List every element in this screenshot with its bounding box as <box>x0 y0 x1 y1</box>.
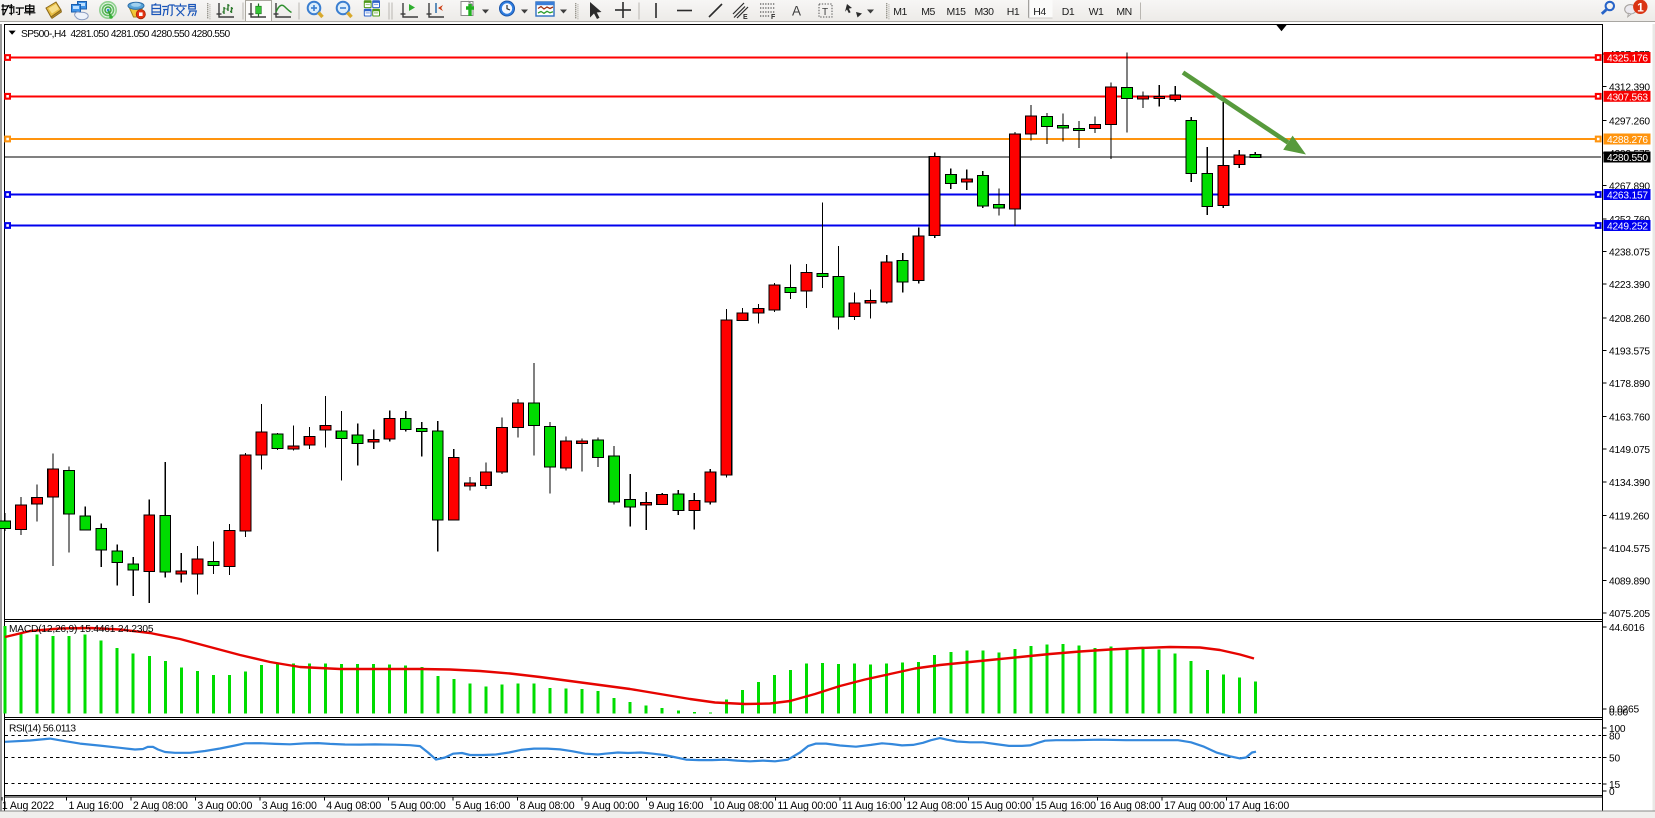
svg-text:0: 0 <box>1609 787 1615 798</box>
svg-text:3 Aug 00:00: 3 Aug 00:00 <box>197 800 252 812</box>
svg-text:1 Aug 16:00: 1 Aug 16:00 <box>69 800 124 812</box>
svg-text:MACD(12,26,9) 15.4461 24.2305: MACD(12,26,9) 15.4461 24.2305 <box>9 624 154 635</box>
svg-text:4238.075: 4238.075 <box>1609 248 1650 259</box>
svg-text:5 Aug 16:00: 5 Aug 16:00 <box>455 800 510 812</box>
svg-text:4307.563: 4307.563 <box>1607 93 1648 104</box>
svg-text:4288.276: 4288.276 <box>1607 135 1648 146</box>
svg-text:RSI(14) 56.0113: RSI(14) 56.0113 <box>9 724 76 735</box>
svg-text:4075.205: 4075.205 <box>1609 609 1650 620</box>
svg-text:15: 15 <box>1609 780 1620 791</box>
svg-text:4312.390: 4312.390 <box>1609 83 1650 94</box>
svg-text:W1: W1 <box>1089 6 1104 18</box>
svg-text:12 Aug 08:00: 12 Aug 08:00 <box>906 800 967 812</box>
svg-text:2 Aug 08:00: 2 Aug 08:00 <box>133 800 188 812</box>
svg-text:MN: MN <box>1116 6 1131 18</box>
svg-text:4208.260: 4208.260 <box>1609 314 1650 325</box>
svg-text:H1: H1 <box>1007 6 1020 18</box>
svg-text:4178.890: 4178.890 <box>1609 379 1650 390</box>
svg-text:10 Aug 08:00: 10 Aug 08:00 <box>713 800 774 812</box>
svg-text:0.00: 0.00 <box>1609 708 1629 719</box>
svg-text:50: 50 <box>1609 754 1620 765</box>
svg-text:M5: M5 <box>921 6 935 18</box>
svg-text:4163.760: 4163.760 <box>1609 413 1650 424</box>
svg-text:4104.575: 4104.575 <box>1609 544 1650 555</box>
svg-text:4297.260: 4297.260 <box>1609 116 1650 127</box>
svg-text:T: T <box>822 7 828 18</box>
svg-text:17 Aug 16:00: 17 Aug 16:00 <box>1229 800 1290 812</box>
svg-text:4 Aug 08:00: 4 Aug 08:00 <box>326 800 381 812</box>
svg-text:1 Aug 2022: 1 Aug 2022 <box>2 800 54 812</box>
svg-text:4134.390: 4134.390 <box>1609 478 1650 489</box>
svg-text:4089.890: 4089.890 <box>1609 577 1650 588</box>
svg-text:100: 100 <box>1609 724 1626 735</box>
svg-text:H4: H4 <box>1033 6 1046 18</box>
svg-text:M30: M30 <box>975 6 995 18</box>
svg-text:80: 80 <box>1609 732 1620 743</box>
svg-text:SP500-,H4 4281.050 4281.050 4: SP500-,H4 4281.050 4281.050 4280.550 428… <box>21 29 231 40</box>
svg-text:17 Aug 00:00: 17 Aug 00:00 <box>1164 800 1225 812</box>
svg-text:4223.390: 4223.390 <box>1609 280 1650 291</box>
svg-text:0.0265: 0.0265 <box>1609 705 1639 716</box>
svg-text:9 Aug 00:00: 9 Aug 00:00 <box>584 800 639 812</box>
svg-text:D1: D1 <box>1062 6 1075 18</box>
svg-text:4149.075: 4149.075 <box>1609 445 1650 456</box>
svg-text:A: A <box>792 4 801 19</box>
svg-text:9 Aug 16:00: 9 Aug 16:00 <box>649 800 704 812</box>
svg-text:44.6016: 44.6016 <box>1609 623 1645 634</box>
svg-text:4263.157: 4263.157 <box>1607 191 1648 202</box>
svg-text:5 Aug 00:00: 5 Aug 00:00 <box>391 800 446 812</box>
svg-text:15 Aug 16:00: 15 Aug 16:00 <box>1035 800 1096 812</box>
svg-text:M1: M1 <box>893 6 907 18</box>
svg-text:1: 1 <box>1637 0 1644 14</box>
svg-text:4119.260: 4119.260 <box>1609 511 1650 522</box>
svg-text:11 Aug 16:00: 11 Aug 16:00 <box>842 800 902 812</box>
svg-text:16 Aug 08:00: 16 Aug 08:00 <box>1100 800 1161 812</box>
svg-text:M15: M15 <box>947 6 967 18</box>
svg-text:11 Aug 00:00: 11 Aug 00:00 <box>777 800 837 812</box>
svg-text:8 Aug 08:00: 8 Aug 08:00 <box>520 800 575 812</box>
svg-text:15 Aug 00:00: 15 Aug 00:00 <box>971 800 1032 812</box>
svg-text:4280.550: 4280.550 <box>1607 153 1648 164</box>
svg-text:F: F <box>771 14 776 21</box>
svg-text:3 Aug 16:00: 3 Aug 16:00 <box>262 800 317 812</box>
svg-text:4267.890: 4267.890 <box>1609 182 1650 193</box>
svg-text:E: E <box>743 14 748 21</box>
svg-text:4249.252: 4249.252 <box>1607 222 1648 233</box>
svg-text:4193.575: 4193.575 <box>1609 346 1650 357</box>
svg-text:4325.176: 4325.176 <box>1607 54 1648 65</box>
